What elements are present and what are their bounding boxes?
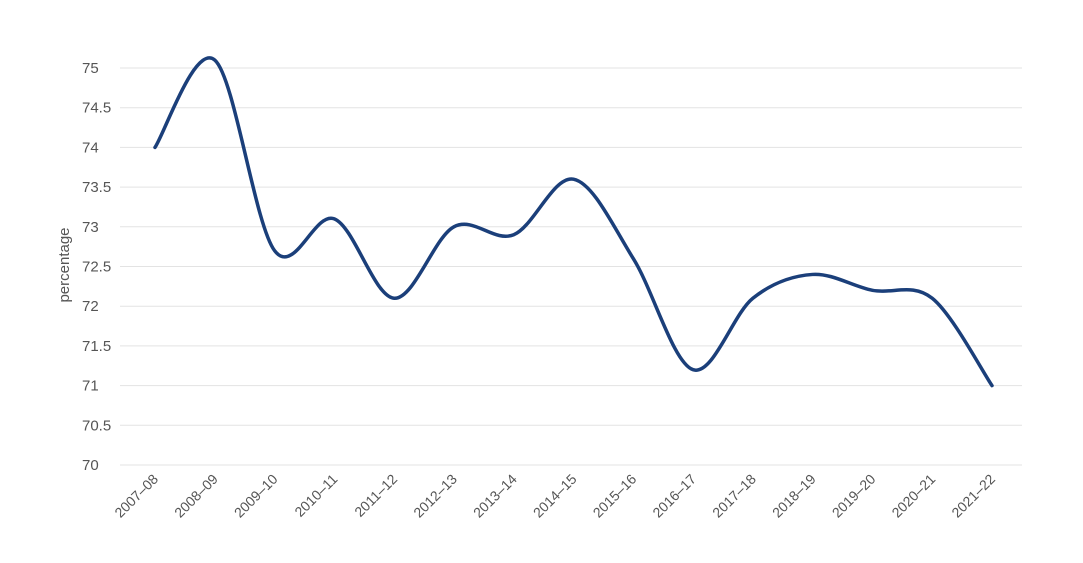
y-axis-label: percentage xyxy=(56,227,73,302)
y-axis-ticks: 70 70.5 71 71.5 72 72.5 73 73.5 74 74.5 75 xyxy=(82,60,111,474)
x-tick-label: 2016–17 xyxy=(649,471,699,521)
y-tick-label: 71 xyxy=(82,378,99,395)
x-tick-label: 2021–22 xyxy=(948,471,998,521)
x-tick-label: 2011–12 xyxy=(351,471,400,520)
y-tick-label: 73 xyxy=(82,219,99,236)
x-axis-ticks: 2007–08 2008–09 2009–10 2010–11 2011–12 2012–… xyxy=(111,471,998,521)
y-tick-label: 72 xyxy=(82,298,99,315)
y-tick-label: 73.5 xyxy=(82,179,111,196)
y-tick-label: 75 xyxy=(82,60,99,77)
x-tick-label: 2014–15 xyxy=(530,471,580,521)
y-tick-label: 70.5 xyxy=(82,417,111,434)
y-tick-label: 72.5 xyxy=(82,259,111,276)
x-tick-label: 2020–21 xyxy=(888,471,938,521)
x-tick-label: 2007–08 xyxy=(111,471,161,521)
series-line xyxy=(153,56,994,388)
x-tick-label: 2015–16 xyxy=(590,471,640,521)
x-tick-label: 2009–10 xyxy=(231,471,281,521)
x-tick-label: 2018–19 xyxy=(769,471,819,521)
x-tick-label: 2008–09 xyxy=(171,471,221,521)
x-tick-label: 2012–13 xyxy=(410,471,460,521)
x-tick-label: 2013–14 xyxy=(470,471,520,521)
gridlines xyxy=(120,67,1022,466)
y-tick-label: 71.5 xyxy=(82,338,111,355)
y-tick-label: 74 xyxy=(82,139,99,156)
x-tick-label: 2017–18 xyxy=(709,471,759,521)
x-tick-label: 2010–11 xyxy=(291,471,340,520)
x-tick-label: 2019–20 xyxy=(829,471,879,521)
y-tick-label: 70 xyxy=(82,457,99,474)
y-tick-label: 74.5 xyxy=(82,100,111,117)
